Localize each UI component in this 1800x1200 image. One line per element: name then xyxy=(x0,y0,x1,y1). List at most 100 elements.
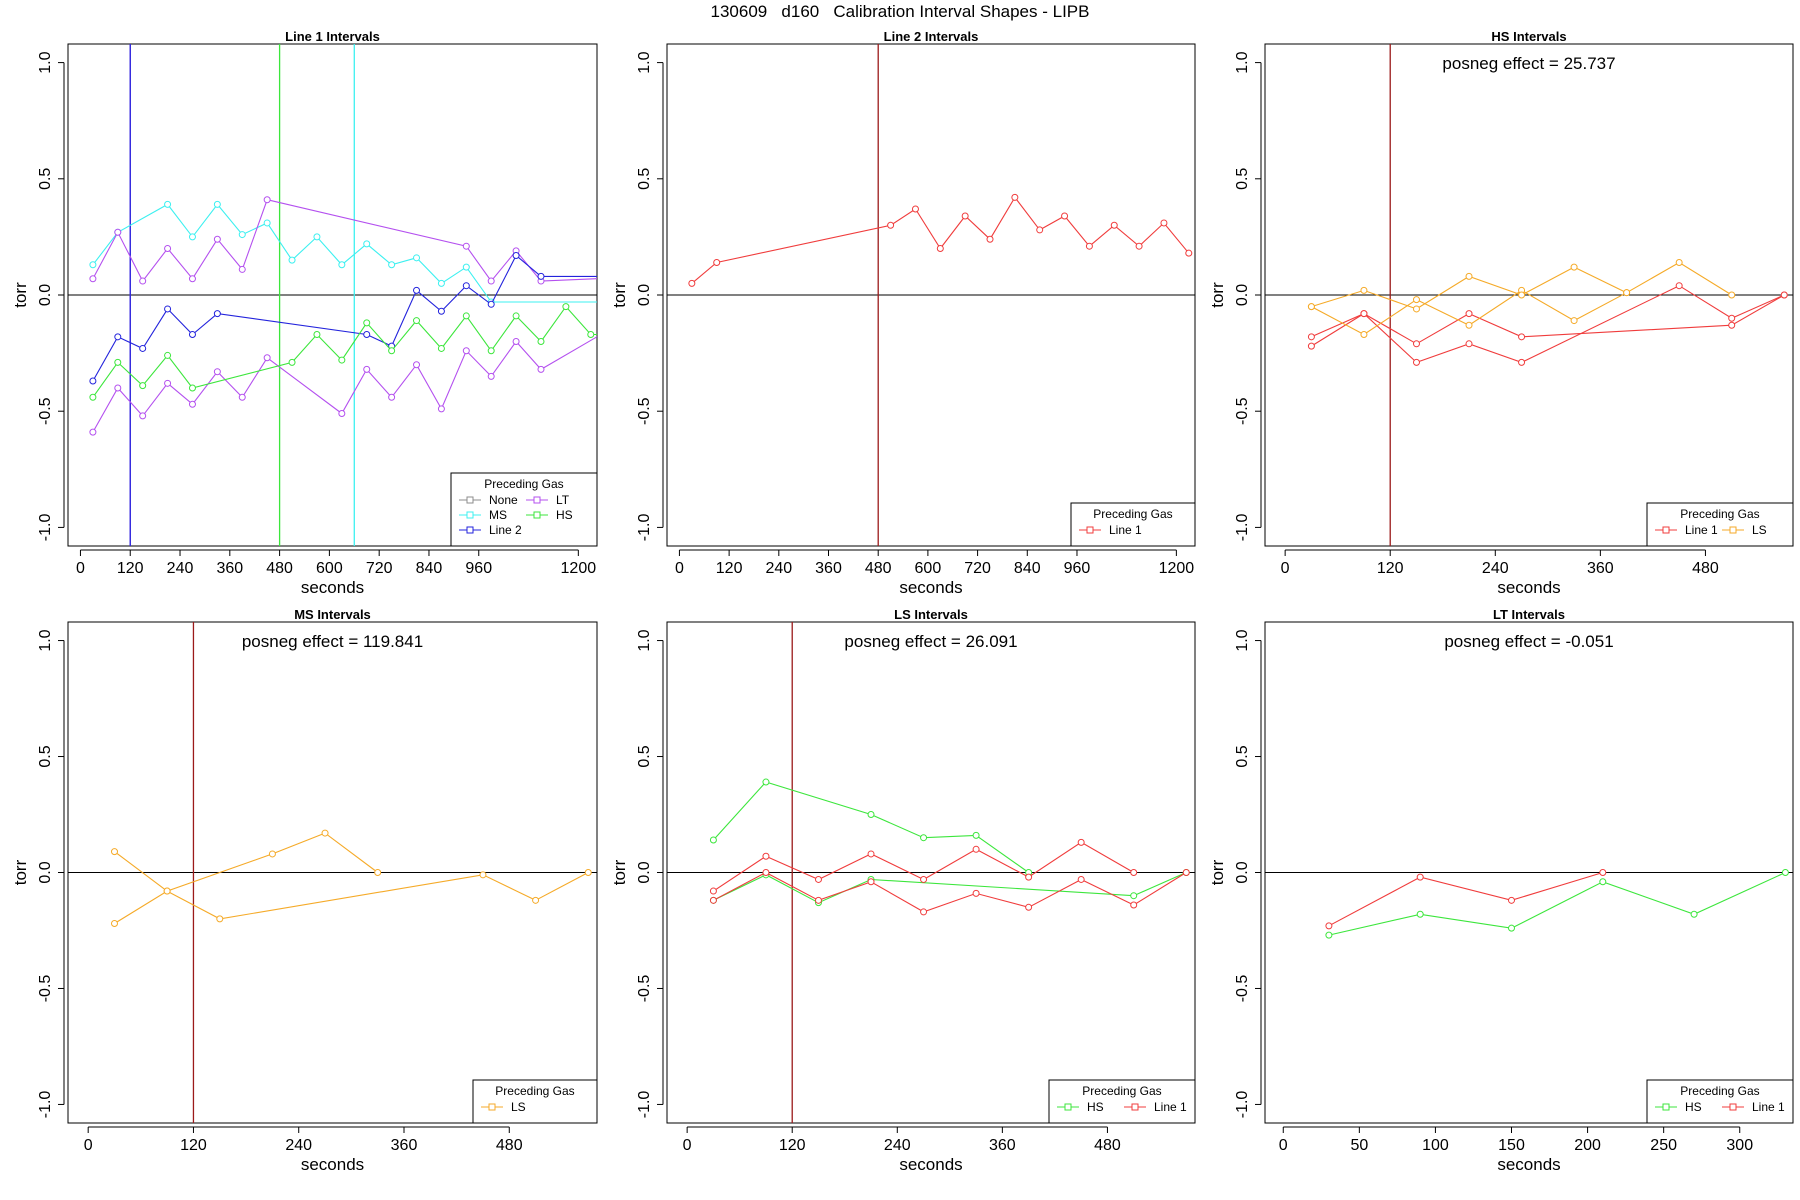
x-tick-label: 250 xyxy=(1650,1137,1677,1154)
data-point xyxy=(213,368,221,376)
panel-title: LS Intervals xyxy=(894,607,968,622)
data-point xyxy=(1325,922,1333,930)
data-point xyxy=(814,896,822,904)
legend-entry-label: None xyxy=(489,493,518,507)
y-tick-label: 1.0 xyxy=(1234,629,1251,651)
data-point xyxy=(562,303,570,311)
data-point xyxy=(188,384,196,392)
data-point xyxy=(462,263,470,271)
data-point xyxy=(1465,310,1473,318)
data-point xyxy=(462,242,470,250)
data-point xyxy=(1599,869,1607,876)
legend-entry-label: Line 1 xyxy=(1685,523,1718,537)
data-point xyxy=(1690,910,1698,918)
series-line xyxy=(712,781,1029,873)
series-line xyxy=(713,841,1134,892)
y-tick-label: -0.5 xyxy=(37,397,54,425)
y-tick-label: 0.5 xyxy=(636,745,653,767)
series-line xyxy=(92,336,597,433)
data-point xyxy=(363,319,371,327)
y-tick-label: 1.0 xyxy=(1234,51,1251,73)
legend: Preceding Gas HS Line 1 xyxy=(1646,1079,1794,1124)
x-axis-label: seconds xyxy=(1497,1155,1560,1174)
series-line xyxy=(1311,294,1785,345)
x-tick-label: 120 xyxy=(1377,560,1404,577)
data-point xyxy=(89,393,97,401)
data-point xyxy=(584,869,592,876)
y-axis-label: torr xyxy=(11,859,30,885)
data-point xyxy=(1780,291,1788,299)
legend-swatch-marker xyxy=(1086,526,1094,534)
data-point xyxy=(89,275,97,283)
data-point xyxy=(1465,321,1473,329)
x-tick-label: 1200 xyxy=(561,560,597,577)
y-axis-label: torr xyxy=(1208,859,1227,885)
x-tick-label: 0 xyxy=(1279,1137,1288,1154)
panel-4: MS Intervals 0 120 240 360 480 seconds -1.0 -0.5… xyxy=(11,607,598,1174)
legend-swatch-marker xyxy=(1131,1103,1139,1111)
data-point xyxy=(1011,193,1019,201)
legend-entry-label: LT xyxy=(556,493,570,507)
data-point xyxy=(1025,873,1033,881)
data-point xyxy=(537,272,545,280)
legend-swatch-marker xyxy=(1729,526,1737,534)
series-line xyxy=(713,871,1187,913)
data-point xyxy=(288,256,296,264)
y-tick-label: -0.5 xyxy=(1234,397,1251,425)
y-tick-label: 1.0 xyxy=(37,51,54,73)
legend-swatch-marker xyxy=(466,526,474,534)
data-point xyxy=(89,377,97,385)
data-point xyxy=(388,393,396,401)
series-line xyxy=(1311,285,1785,364)
data-point xyxy=(139,382,147,390)
data-point xyxy=(1061,212,1069,220)
y-tick-label: 1.0 xyxy=(636,629,653,651)
x-tick-label: 360 xyxy=(1587,560,1614,577)
data-point xyxy=(537,337,545,345)
series-line xyxy=(114,872,589,924)
data-point xyxy=(867,878,875,886)
data-point xyxy=(164,305,172,313)
data-point xyxy=(972,889,980,897)
data-point xyxy=(1728,314,1736,322)
x-tick-label: 480 xyxy=(865,560,892,577)
series-line xyxy=(92,199,597,283)
legend-entry-label: Line 2 xyxy=(489,523,522,537)
x-tick-label: 240 xyxy=(884,1137,911,1154)
data-point xyxy=(1307,303,1315,311)
y-tick-label: 1.0 xyxy=(37,629,54,651)
data-point xyxy=(188,400,196,408)
legend-swatch-marker xyxy=(466,511,474,519)
y-tick-label: -1.0 xyxy=(37,1091,54,1119)
data-point xyxy=(1465,272,1473,280)
y-tick-label: 0.5 xyxy=(1234,745,1251,767)
data-point xyxy=(487,347,495,355)
data-point xyxy=(479,871,487,879)
data-point xyxy=(338,410,346,418)
legend-box xyxy=(1646,502,1794,547)
data-point xyxy=(1130,892,1138,900)
y-tick-label: 0.5 xyxy=(37,168,54,190)
x-tick-label: 0 xyxy=(84,1137,93,1154)
data-point xyxy=(188,331,196,339)
legend-swatch-marker xyxy=(533,496,541,504)
data-point xyxy=(313,331,321,339)
x-tick-label: 120 xyxy=(779,1137,806,1154)
data-point xyxy=(1518,358,1526,366)
x-tick-label: 480 xyxy=(266,560,293,577)
data-point xyxy=(437,307,445,315)
data-point xyxy=(920,908,928,916)
y-axis-label: torr xyxy=(610,282,629,308)
posneg-effect-text: posneg effect = -0.051 xyxy=(1444,632,1613,651)
y-tick-label: 0.5 xyxy=(1234,168,1251,190)
data-point xyxy=(762,869,770,876)
y-tick-label: 0.0 xyxy=(1234,284,1251,306)
y-tick-label: -1.0 xyxy=(1234,514,1251,542)
data-point xyxy=(936,245,944,253)
series-line xyxy=(1328,871,1786,936)
data-point xyxy=(1728,291,1736,299)
data-point xyxy=(512,251,520,259)
data-point xyxy=(188,275,196,283)
legend: Preceding Gas HS Line 1 xyxy=(1048,1079,1196,1124)
data-point xyxy=(1077,838,1085,846)
